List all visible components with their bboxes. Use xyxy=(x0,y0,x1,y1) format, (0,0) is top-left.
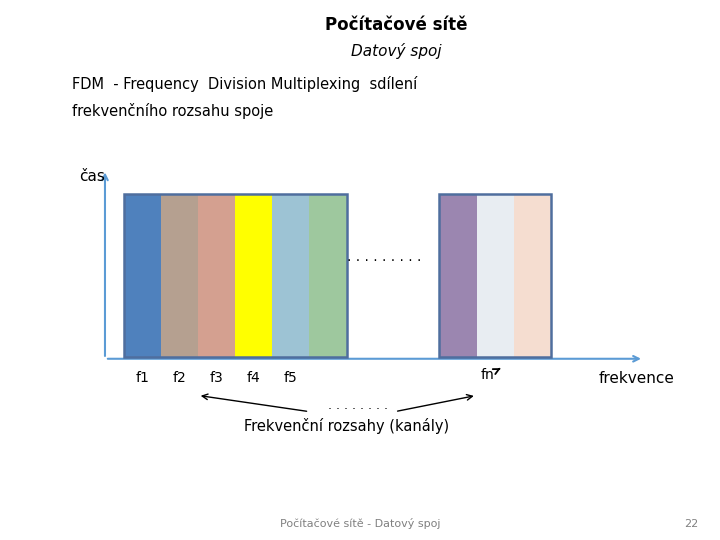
Text: f4: f4 xyxy=(247,371,261,385)
Text: Datový spoj: Datový spoj xyxy=(351,43,441,59)
Text: f5: f5 xyxy=(284,371,297,385)
Bar xyxy=(124,194,346,357)
Bar xyxy=(514,194,551,357)
Bar xyxy=(310,194,346,357)
Bar xyxy=(477,194,514,357)
Text: frekvence: frekvence xyxy=(598,371,675,386)
Text: . . . . . . . .: . . . . . . . . xyxy=(328,399,387,412)
Text: Frekvenční rozsahy (kanály): Frekvenční rozsahy (kanály) xyxy=(244,418,449,434)
Text: FDM  - Frequency  Division Multiplexing  sdílení: FDM - Frequency Division Multiplexing sd… xyxy=(72,76,418,92)
Bar xyxy=(439,194,551,357)
Bar xyxy=(161,194,198,357)
Bar xyxy=(439,194,477,357)
Text: 22: 22 xyxy=(684,519,698,529)
Text: f2: f2 xyxy=(172,371,186,385)
Text: Počítačové sítě: Počítačové sítě xyxy=(325,16,467,34)
Text: Počítačové sítě - Datový spoj: Počítačové sítě - Datový spoj xyxy=(280,518,440,529)
Bar xyxy=(272,194,310,357)
Text: čas: čas xyxy=(79,169,105,184)
Text: f3: f3 xyxy=(210,371,223,385)
Bar xyxy=(235,194,272,357)
Text: f1: f1 xyxy=(135,371,149,385)
Bar xyxy=(124,194,161,357)
Text: fn: fn xyxy=(480,368,500,382)
Text: . . . . . . . . .: . . . . . . . . . xyxy=(346,250,421,264)
Bar xyxy=(198,194,235,357)
Text: frekvenčního rozsahu spoje: frekvenčního rozsahu spoje xyxy=(72,103,274,119)
